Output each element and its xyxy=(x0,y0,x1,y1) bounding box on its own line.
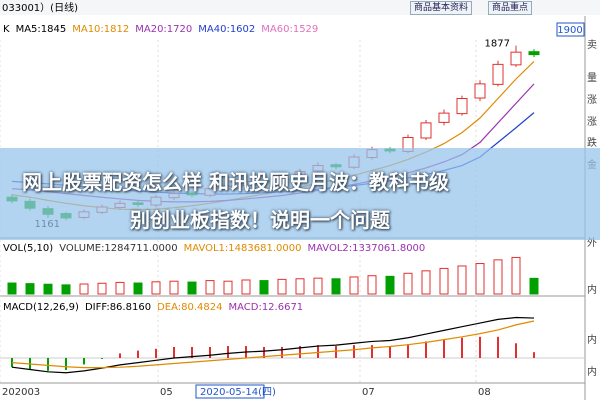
candle-body xyxy=(420,122,432,139)
volume-bar xyxy=(151,281,161,295)
title-line: 别创业板指数！说明一个问题 xyxy=(130,208,390,232)
sidebar-label: 内 xyxy=(587,365,597,378)
indicator-line xyxy=(11,320,535,369)
volume-bar xyxy=(331,278,341,295)
sidebar-label: 涨 xyxy=(587,94,597,106)
price-box xyxy=(556,22,585,37)
candle-body xyxy=(474,83,486,99)
price-box-label: 1900 xyxy=(557,25,582,36)
legend-entry: DIFF:86.8160 xyxy=(85,302,151,313)
legend-entry: VOL(5,10) xyxy=(3,243,53,254)
button[interactable]: 商品重点 xyxy=(488,1,533,15)
candle-body xyxy=(456,98,468,115)
title-overlay: 网上股票配资怎么样 和讯投顾史月波：教科书级 别创业板指数！说明一个问题 xyxy=(0,148,600,240)
volume-bar xyxy=(259,280,269,295)
legend-entry: MACD(12,26,9) xyxy=(3,302,79,313)
volume-bar xyxy=(79,283,89,295)
candle-body xyxy=(510,51,522,66)
legend-entry: MA60:1529 xyxy=(261,24,318,35)
volume-bar xyxy=(205,280,215,295)
sidebar-label: 量 xyxy=(587,72,597,84)
volume-bar xyxy=(421,270,431,295)
volume-bar xyxy=(43,283,53,295)
volume-bar xyxy=(133,282,143,295)
volume-bar xyxy=(25,283,35,295)
date-label: 05 xyxy=(160,387,173,398)
legend-entry: MA10:1812 xyxy=(72,24,129,35)
code: 033001）(日线) xyxy=(2,1,78,14)
sidebar-label: 卖 xyxy=(587,39,597,51)
date-label: 2020-05-14(四) xyxy=(200,387,276,398)
legend-entry: MA5:1845 xyxy=(16,24,67,35)
sidebar-label: 内 xyxy=(587,283,597,296)
legend-entry: DEA:80.4824 xyxy=(157,302,222,313)
legend-entry: VOLUME:1284711.0000 xyxy=(59,243,177,254)
legend-entry: MAVOL2:1337061.8000 xyxy=(307,243,425,254)
volume-bar xyxy=(439,267,449,295)
volume-bar xyxy=(169,280,179,295)
legend-entry: K xyxy=(3,24,10,35)
volume-bar xyxy=(97,282,107,295)
sidebar-label: 跌 xyxy=(587,136,597,149)
date-label: 08 xyxy=(478,387,491,398)
indicator-line xyxy=(11,316,535,374)
legend-entry: MA40:1602 xyxy=(198,24,255,35)
volume-bar xyxy=(367,275,377,295)
volume-bar xyxy=(457,265,467,295)
volume-bar xyxy=(313,277,323,295)
volume-bar xyxy=(385,275,395,295)
candle-body xyxy=(492,63,504,85)
volume-bar xyxy=(241,279,251,295)
volume-bar xyxy=(223,280,233,295)
candle-body xyxy=(438,112,450,123)
candle-body xyxy=(528,51,540,56)
sidebar-label: 外 xyxy=(587,237,597,249)
volume-bar xyxy=(115,281,125,295)
legend-entry: MA20:1720 xyxy=(135,24,192,35)
volume-bar xyxy=(187,281,197,295)
volume-bar xyxy=(493,259,503,295)
legend-entry: MAVOL1:1483681.0000 xyxy=(184,243,302,254)
date-label: 07 xyxy=(362,387,375,398)
legend-entry: MACD:12.6671 xyxy=(228,302,303,313)
volume-bar xyxy=(403,272,413,295)
volume-bar xyxy=(295,278,305,295)
volume-bar xyxy=(7,282,17,295)
high-label: 1877 xyxy=(485,39,510,50)
volume-bar xyxy=(511,256,521,295)
button[interactable]: 商品基本资料 xyxy=(410,1,473,15)
volume-bar xyxy=(475,263,485,295)
volume-bar xyxy=(277,278,287,295)
volume-bar xyxy=(61,284,71,295)
sidebar-label: 涨 xyxy=(587,116,597,128)
date-highlight xyxy=(195,384,265,399)
title-line: 网上股票配资怎么样 和讯投顾史月波：教科书级 xyxy=(22,170,449,194)
volume-bar xyxy=(529,277,539,295)
volume-bar xyxy=(349,276,359,295)
sidebar-label: 内 xyxy=(587,333,597,346)
date-label: 202003 xyxy=(2,387,40,398)
